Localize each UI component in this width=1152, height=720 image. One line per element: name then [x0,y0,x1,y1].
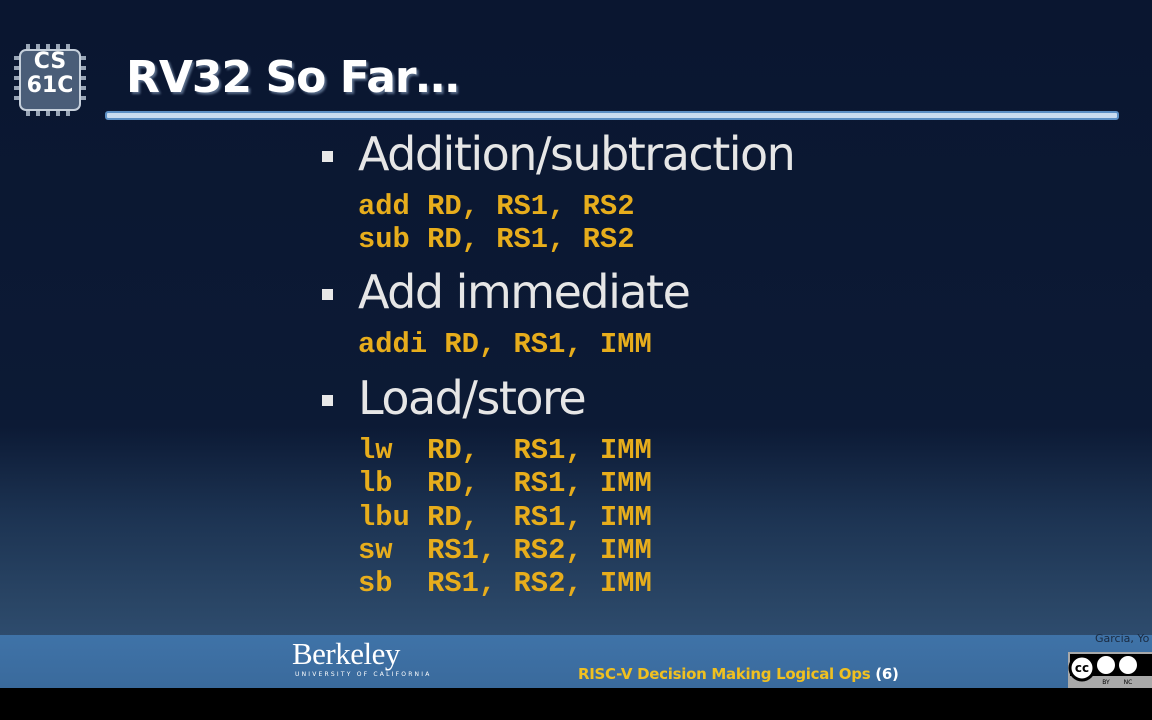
code-line: lw RD, RS1, IMM [358,434,652,467]
topic: RISC-V Decision Making Logical Ops [578,665,871,683]
footer-topic: RISC-V Decision Making Logical Ops (6) [578,665,899,683]
logo-text: CS 61C [22,50,78,98]
institution-logo: Berkeley [292,636,400,671]
slide-title: RV32 So Far… [126,52,460,103]
logo-chip [14,44,86,116]
bullet-heading: Add immediate [358,265,691,319]
code-line: lb RD, RS1, IMM [358,467,652,501]
code-line: sw RS1, RS2, IMM [358,533,652,567]
bullet-marker [322,395,333,406]
code-line: add RD, RS1, RS2 [358,190,635,223]
footer-band [0,635,1152,688]
code-line: lbu RD, RS1, IMM [358,500,652,534]
logo-line: 61C [26,73,74,98]
page-number: (6) [875,665,899,683]
logo-line: CS [33,49,67,74]
license-badge: cc BY NC [1068,652,1152,688]
bullet-marker [322,289,333,300]
title-rule [105,111,1119,120]
license-label: NC [1124,679,1133,686]
author: Garcia, Yo [1095,632,1150,645]
code-line: sub RD, RS1, RS2 [358,223,635,257]
code-line: sb RS1, RS2, IMM [358,567,652,601]
svg-text:cc: cc [1075,661,1089,675]
slide: CS 61C RV32 So Far… Addition/subtraction… [0,0,1152,688]
code-line: addi RD, RS1, IMM [358,328,652,361]
license-label: BY [1102,679,1110,686]
bullet-heading: Addition/subtraction [358,127,796,181]
bullet-marker [322,151,333,162]
bullet-heading: Load/store [358,371,587,425]
institution-subtitle: UNIVERSITY OF CALIFORNIA [295,671,432,678]
